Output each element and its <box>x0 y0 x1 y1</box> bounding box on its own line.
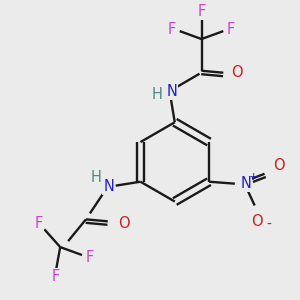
Text: N: N <box>103 179 114 194</box>
Text: O: O <box>274 158 285 173</box>
Text: F: F <box>52 269 60 284</box>
Text: N: N <box>167 84 177 99</box>
Text: F: F <box>227 22 236 37</box>
Text: H: H <box>152 87 162 102</box>
Text: F: F <box>168 22 176 37</box>
Text: +: + <box>249 172 258 182</box>
Text: O: O <box>231 65 243 80</box>
Text: O: O <box>251 214 262 229</box>
Text: N: N <box>240 176 251 191</box>
Text: F: F <box>86 250 94 265</box>
Text: -: - <box>266 218 271 232</box>
Text: F: F <box>197 4 206 19</box>
Text: F: F <box>34 216 43 231</box>
Text: O: O <box>118 216 129 231</box>
Text: H: H <box>90 170 101 185</box>
